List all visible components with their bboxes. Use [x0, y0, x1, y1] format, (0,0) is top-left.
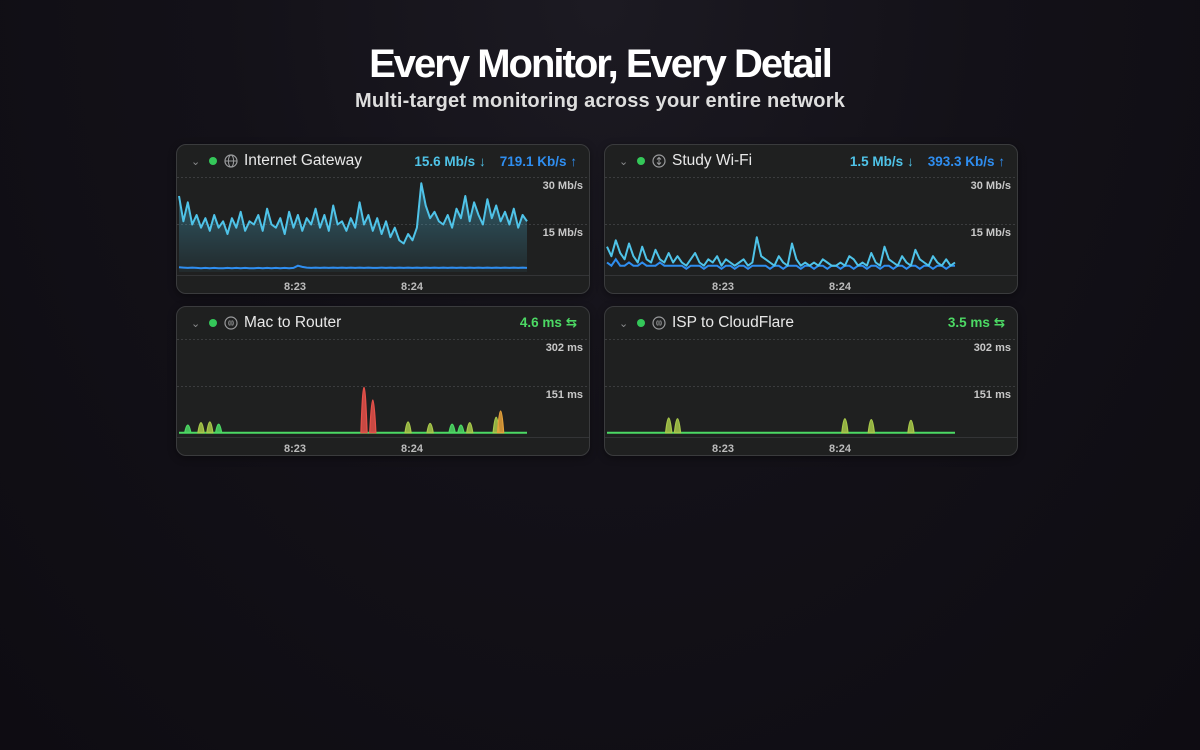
- latency-spike: [197, 422, 205, 434]
- monitor-card-study-wifi[interactable]: ⌄ Study Wi-Fi 1.5 Mb/s ↓ 393.3 Kb/s ↑ 30…: [604, 144, 1018, 294]
- monitor-grid: ⌄ Internet Gateway 15.6 Mb/s ↓ 719.1 Kb/…: [176, 144, 1018, 456]
- chevron-down-icon[interactable]: ⌄: [191, 317, 201, 330]
- download-rate: 15.6 Mb/s ↓: [414, 153, 486, 169]
- latency-chart[interactable]: 302 ms 151 ms 8:23 8:24: [605, 339, 1017, 455]
- latency-chart[interactable]: 302 ms 151 ms 8:23 8:24: [177, 339, 589, 455]
- ping-icon: [224, 316, 238, 330]
- card-title: Mac to Router: [244, 314, 342, 331]
- card-title: ISP to CloudFlare: [672, 314, 795, 331]
- latency-value: 3.5 ms ⇆: [947, 315, 1005, 330]
- upload-rate: 393.3 Kb/s ↑: [927, 153, 1005, 169]
- y-tick-label: 30 Mb/s: [542, 180, 583, 192]
- latency-spike: [206, 421, 214, 434]
- x-tick-label: 8:24: [828, 281, 852, 293]
- x-tick-label: 8:23: [711, 281, 735, 293]
- y-tick-label: 15 Mb/s: [970, 227, 1011, 239]
- x-tick-label: 8:24: [828, 443, 852, 455]
- latency-value: 4.6 ms ⇆: [519, 315, 577, 330]
- download-area: [179, 183, 527, 272]
- y-tick-label: 30 Mb/s: [970, 180, 1011, 192]
- card-header[interactable]: ⌄ Mac to Router 4.6 ms ⇆: [177, 307, 589, 339]
- latency-spike: [496, 410, 505, 434]
- monitor-card-mac-to-router[interactable]: ⌄ Mac to Router 4.6 ms ⇆ 302 ms 151 ms 8…: [176, 306, 590, 456]
- latency-spike: [369, 399, 377, 434]
- latency-spike: [183, 424, 192, 434]
- ping-icon: [652, 316, 666, 330]
- chart-plot: [605, 177, 1017, 276]
- download-rate: 1.5 Mb/s ↓: [849, 153, 914, 169]
- throughput-chart[interactable]: 30 Mb/s 15 Mb/s 8:23 8:24: [177, 177, 589, 293]
- upload-series-line: [178, 264, 528, 270]
- monitor-card-internet-gateway[interactable]: ⌄ Internet Gateway 15.6 Mb/s ↓ 719.1 Kb/…: [176, 144, 590, 294]
- globe-icon: [224, 154, 238, 168]
- chevron-down-icon[interactable]: ⌄: [619, 155, 629, 168]
- chart-plot: [605, 339, 1017, 438]
- hero: Every Monitor, Every Detail Multi-target…: [0, 42, 1200, 113]
- wifi-icon: [652, 154, 666, 168]
- latency-spike: [466, 422, 474, 434]
- download-series-line: [606, 236, 956, 267]
- monitor-card-isp-to-cloudflare[interactable]: ⌄ ISP to CloudFlare 3.5 ms ⇆ 302 ms 151 …: [604, 306, 1018, 456]
- chart-plot: [177, 339, 589, 438]
- upload-rate: 719.1 Kb/s ↑: [499, 153, 577, 169]
- download-series-line: [178, 182, 528, 245]
- x-tick-label: 8:24: [400, 281, 424, 293]
- x-tick-label: 8:24: [400, 443, 424, 455]
- y-tick-label: 302 ms: [545, 342, 583, 354]
- card-header[interactable]: ⌄ Internet Gateway 15.6 Mb/s ↓ 719.1 Kb/…: [177, 145, 589, 177]
- card-title: Internet Gateway: [244, 152, 363, 169]
- latency-spike: [448, 423, 456, 434]
- latency-spike: [867, 418, 876, 434]
- latency-spike: [841, 418, 849, 434]
- throughput-chart[interactable]: 30 Mb/s 15 Mb/s 8:23 8:24: [605, 177, 1017, 293]
- latency-spike: [907, 419, 915, 434]
- chevron-down-icon[interactable]: ⌄: [191, 155, 201, 168]
- status-dot: [637, 157, 645, 165]
- y-tick-label: 302 ms: [973, 342, 1011, 354]
- latency-spike: [664, 417, 673, 434]
- latency-spike: [214, 423, 223, 434]
- latency-spike: [426, 422, 434, 434]
- status-dot: [637, 319, 645, 327]
- page-title: Every Monitor, Every Detail: [369, 42, 833, 86]
- x-tick-label: 8:23: [283, 443, 307, 455]
- x-tick-label: 8:23: [283, 281, 307, 293]
- x-tick-label: 8:23: [711, 443, 735, 455]
- chart-plot: [177, 177, 589, 276]
- page-subtitle: Multi-target monitoring across your enti…: [354, 90, 846, 112]
- y-tick-label: 151 ms: [545, 389, 583, 401]
- latency-spike: [360, 386, 368, 434]
- latency-spike: [404, 421, 412, 434]
- latency-spike: [457, 424, 465, 434]
- status-dot: [209, 157, 217, 165]
- card-header[interactable]: ⌄ Study Wi-Fi 1.5 Mb/s ↓ 393.3 Kb/s ↑: [605, 145, 1017, 177]
- card-header[interactable]: ⌄ ISP to CloudFlare 3.5 ms ⇆: [605, 307, 1017, 339]
- card-title: Study Wi-Fi: [672, 152, 753, 169]
- y-tick-label: 15 Mb/s: [542, 227, 583, 239]
- status-dot: [209, 319, 217, 327]
- y-tick-label: 151 ms: [973, 389, 1011, 401]
- chevron-down-icon[interactable]: ⌄: [619, 317, 629, 330]
- latency-spike: [673, 418, 682, 434]
